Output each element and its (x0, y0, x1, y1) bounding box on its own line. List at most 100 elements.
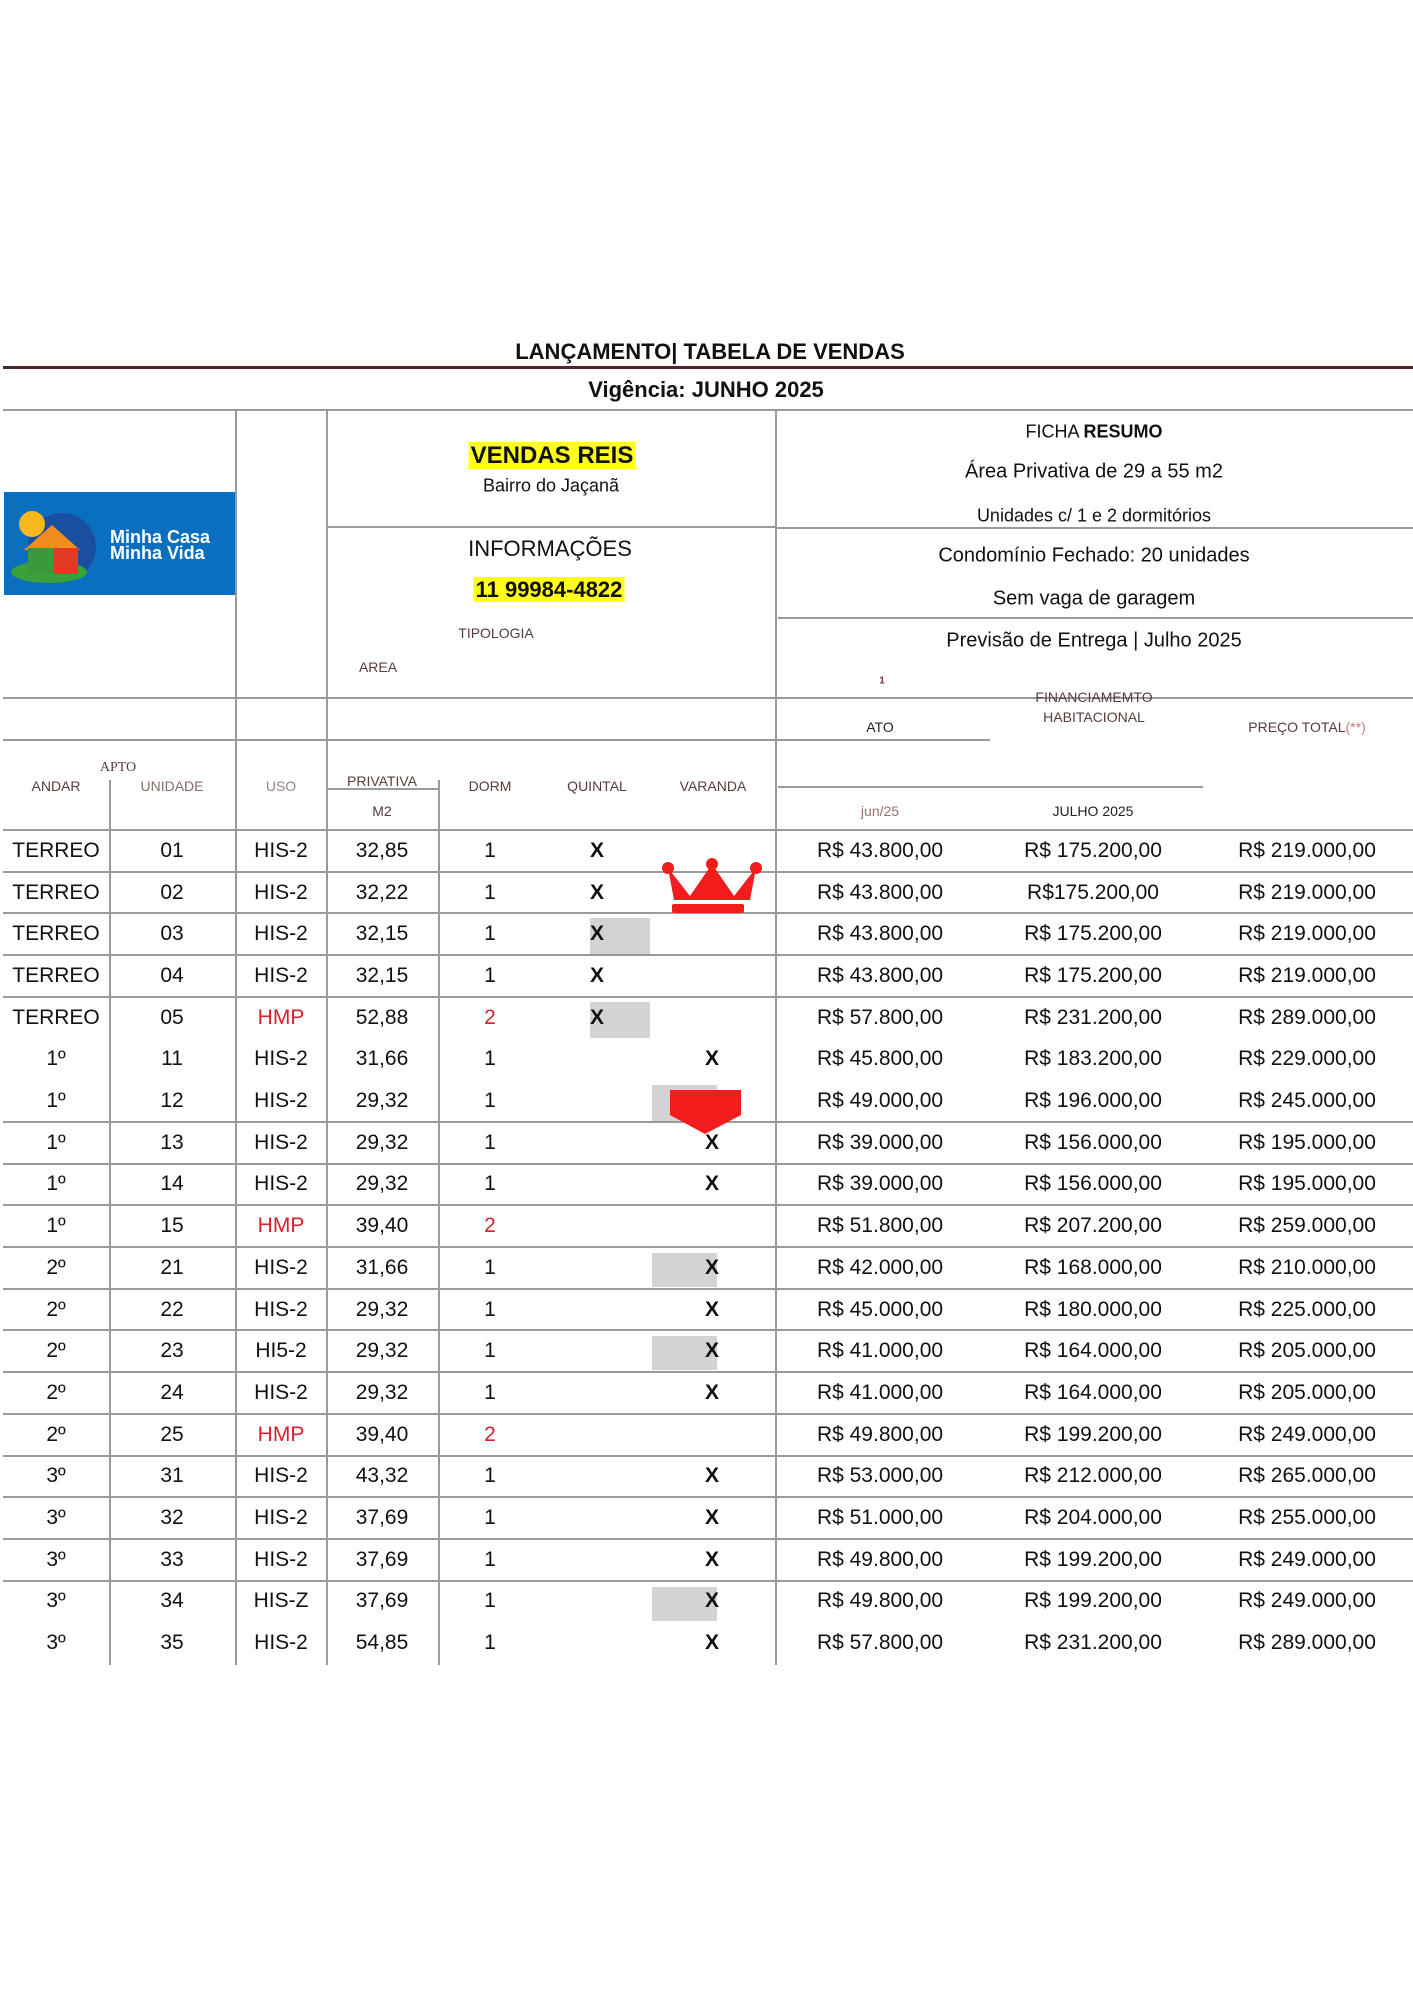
cell-financ: R$ 231.200,00 (1024, 1005, 1162, 1029)
cell-unidade: 01 (160, 838, 184, 862)
logo-line1: Minha Casa (110, 527, 211, 547)
cell-total: R$ 219.000,00 (1238, 922, 1376, 946)
cell-area: 29,32 (355, 1172, 409, 1196)
cell-ato: R$ 43.800,00 (816, 922, 944, 946)
cell-area: 32,15 (355, 963, 409, 987)
cell-financ: R$ 164.000,00 (1024, 1380, 1162, 1404)
cell-dorm: 1 (484, 1547, 496, 1571)
cell-area: 32,22 (355, 880, 409, 904)
summary-line: Unidades c/ 1 e 2 dormitórios (976, 505, 1212, 526)
cell-andar: 1º (46, 1214, 66, 1238)
col-uso: USO (265, 778, 297, 794)
cell-financ: R$ 164.000,00 (1024, 1339, 1162, 1363)
cell-dorm: 1 (484, 1130, 496, 1154)
cell-uso: HIS-2 (254, 922, 308, 946)
cell-uso: HMP (257, 1422, 305, 1446)
cell-ato: R$ 49.800,00 (816, 1422, 944, 1446)
col-varanda: VARANDA (679, 778, 747, 794)
cell-dorm: 1 (484, 838, 496, 862)
cell-andar: TERREO (12, 880, 100, 904)
divider (3, 829, 1413, 831)
shield-icon (670, 1090, 741, 1134)
cell-uso: HIS-2 (254, 1631, 308, 1655)
cell-financ: R$ 175.200,00 (1024, 922, 1162, 946)
cell-quintal: X (589, 963, 605, 987)
divider (326, 410, 328, 1665)
cell-total: R$ 225.000,00 (1238, 1297, 1376, 1321)
cell-financ: R$ 156.000,00 (1024, 1172, 1162, 1196)
cell-ato: R$ 49.800,00 (816, 1589, 944, 1613)
col-privativa: PRIVATIVA (346, 773, 418, 789)
col-ato-date: jun/25 (860, 803, 900, 819)
cell-ato: R$ 53.000,00 (816, 1464, 944, 1488)
row-divider (3, 1329, 1413, 1332)
cell-dorm: 1 (484, 1089, 496, 1113)
cell-uso: HIS-2 (254, 1547, 308, 1571)
divider (775, 739, 990, 741)
cell-varanda: X (704, 1172, 720, 1196)
cell-andar: 2º (46, 1422, 66, 1446)
cell-financ: R$175.200,00 (1027, 880, 1159, 904)
cell-unidade: 11 (161, 1047, 183, 1071)
cell-quintal: X (589, 922, 605, 946)
col-unidade: UNIDADE (140, 778, 204, 794)
cell-area: 29,32 (355, 1339, 409, 1363)
cell-total: R$ 195.000,00 (1238, 1130, 1376, 1154)
cell-unidade: 25 (160, 1422, 184, 1446)
cell-total: R$ 255.000,00 (1238, 1506, 1376, 1530)
summary-line: Previsão de Entrega | Julho 2025 (946, 629, 1242, 652)
cell-andar: 1º (46, 1089, 66, 1113)
validity: Vigência: JUNHO 2025 (588, 377, 824, 402)
row-divider (3, 912, 1413, 915)
col-andar: ANDAR (31, 778, 81, 794)
cell-uso: HIS-Z (253, 1589, 309, 1613)
cell-dorm: 1 (484, 1255, 496, 1279)
cell-andar: 1º (46, 1130, 66, 1154)
cell-area: 39,40 (355, 1422, 409, 1446)
cell-dorm: 1 (484, 880, 496, 904)
cell-varanda: X (704, 1506, 720, 1530)
cell-uso: HIS-2 (254, 1464, 308, 1488)
cell-total: R$ 249.000,00 (1238, 1589, 1376, 1613)
divider (775, 410, 777, 1665)
cell-ato: R$ 43.800,00 (816, 838, 944, 862)
cell-total: R$ 289.000,00 (1238, 1631, 1376, 1655)
cell-area: 29,32 (355, 1130, 409, 1154)
cell-uso: HIS-2 (254, 1255, 308, 1279)
row-divider (3, 1162, 1413, 1165)
cell-uso: HIS-2 (254, 1130, 308, 1154)
phone-number[interactable]: 11 99984-4822 (473, 577, 625, 602)
cell-dorm: 1 (484, 1297, 496, 1321)
col-quintal: QUINTAL (567, 778, 627, 794)
cell-varanda: X (704, 1339, 720, 1363)
cell-total: R$ 229.000,00 (1238, 1047, 1376, 1071)
divider (438, 780, 440, 1665)
cell-unidade: 03 (160, 922, 184, 946)
cell-varanda: X (704, 1380, 720, 1404)
col-m2: M2 (372, 803, 392, 819)
divider (3, 409, 1413, 411)
cell-dorm: 1 (484, 1589, 496, 1613)
cell-uso: HMP (257, 1005, 305, 1029)
cell-dorm: 1 (484, 1172, 496, 1196)
cell-unidade: 04 (160, 963, 184, 987)
divider (3, 739, 775, 741)
cell-ato: R$ 43.800,00 (816, 963, 944, 987)
row-divider (3, 1579, 1413, 1582)
cell-dorm: 1 (484, 1631, 496, 1655)
cell-uso: HIS-2 (254, 838, 308, 862)
summary-line: Sem vaga de garagem (992, 587, 1196, 610)
cell-andar: TERREO (12, 1005, 100, 1029)
cell-andar: 1º (46, 1047, 66, 1071)
cell-unidade: 35 (160, 1631, 184, 1655)
cell-area: 32,85 (355, 838, 409, 862)
cell-area: 32,15 (355, 922, 409, 946)
cell-total: R$ 205.000,00 (1238, 1380, 1376, 1404)
info-label: INFORMAÇÕES (468, 536, 632, 561)
row-divider (3, 1454, 1413, 1457)
cell-varanda: X (704, 1255, 720, 1279)
cell-financ: R$ 231.200,00 (1024, 1631, 1162, 1655)
cell-uso: HIS-2 (254, 1089, 308, 1113)
cell-ato: R$ 39.000,00 (816, 1172, 944, 1196)
cell-financ: R$ 175.200,00 (1024, 838, 1162, 862)
